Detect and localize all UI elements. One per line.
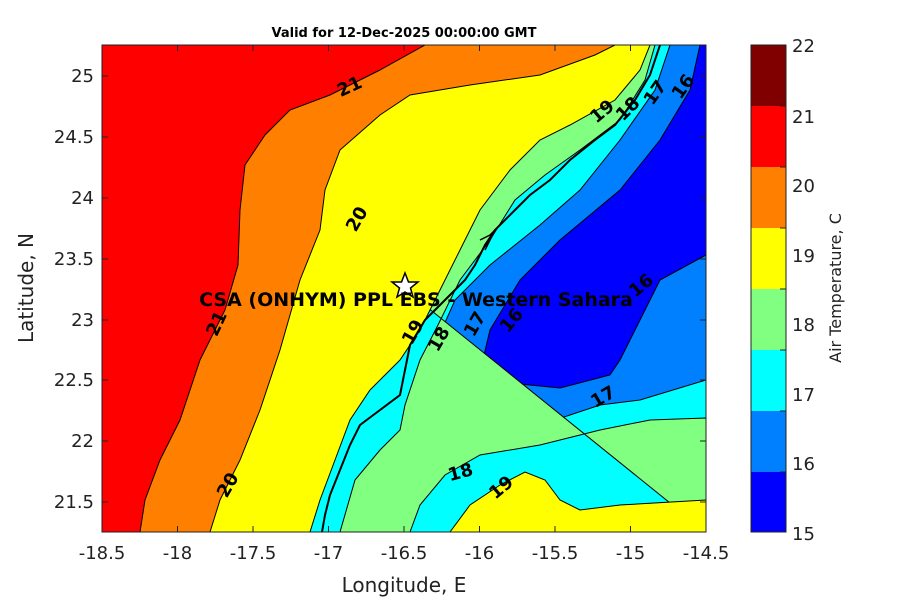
y-tick-label: 23 (71, 310, 94, 331)
colorbar-label: Air Temperature, C (826, 213, 845, 363)
y-axis-label: Latitude, N (14, 233, 38, 343)
station-label: CSA (ONHYM) PPL EBS - Western Sahara (199, 289, 633, 311)
x-tick-label: -16.5 (381, 543, 428, 564)
colorbar-swatch-19 (751, 228, 786, 289)
y-tick-label: 21.5 (54, 492, 94, 513)
x-tick-label: -15 (616, 543, 645, 564)
map-title: Valid for 12-Dec-2025 00:00:00 GMT (272, 26, 537, 41)
colorbar-swatch-18 (751, 289, 786, 350)
station-star-icon (389, 270, 421, 299)
colorbar-swatch-21 (751, 106, 786, 167)
y-tick-label: 24.5 (54, 127, 94, 148)
colorbar-swatch-17 (751, 350, 786, 411)
colorbar-tick-label: 15 (792, 524, 815, 545)
colorbar-tick-label: 20 (792, 176, 815, 197)
colorbar-swatch-20 (751, 167, 786, 228)
y-tick-label: 24 (71, 188, 94, 209)
x-tick-label: -14.5 (683, 543, 730, 564)
colorbar-swatch-22 (751, 45, 786, 106)
coastline (321, 45, 661, 532)
y-tick-label: 22.5 (54, 370, 94, 391)
y-axis (102, 75, 706, 503)
band-21-22 (102, 45, 427, 532)
y-tick-label: 25 (71, 66, 94, 87)
colorbar-tick-label: 18 (792, 315, 815, 336)
y-tick-label: 23.5 (54, 249, 94, 270)
plot-area: 21 20 19 18 17 16 21 20 19 18 17 16 17 1… (102, 45, 706, 532)
colorbar-tick-label: 21 (792, 107, 815, 128)
y-tick-label: 22 (71, 431, 94, 452)
colorbar-tick-label: 22 (792, 36, 815, 57)
colorbar-tick-label: 19 (792, 246, 815, 267)
x-tick-label: -18.5 (79, 543, 126, 564)
colorbar-swatch-15 (751, 472, 786, 532)
colorbar: 22 21 20 19 18 17 16 15 (750, 36, 815, 545)
x-tick-label: -17.5 (230, 543, 277, 564)
x-tick-label: -17 (314, 543, 343, 564)
colorbar-tick-label: 17 (792, 385, 815, 406)
x-axis-label: Longitude, E (342, 573, 467, 597)
colorbar-tick-label: 16 (792, 454, 815, 475)
coastline-inner (479, 209, 516, 251)
band-19-20-south (449, 471, 706, 532)
x-tick-label: -18 (163, 543, 192, 564)
x-tick-labels: -18.5 -18 -17.5 -17 -16.5 -16 -15.5 -15 … (79, 543, 730, 564)
x-tick-label: -16 (465, 543, 494, 564)
x-axis (101, 45, 707, 532)
y-tick-labels: 21.5 22 22.5 23 23.5 24 24.5 25 (54, 66, 94, 513)
x-tick-label: -15.5 (532, 543, 579, 564)
colorbar-swatch-16 (751, 411, 786, 472)
